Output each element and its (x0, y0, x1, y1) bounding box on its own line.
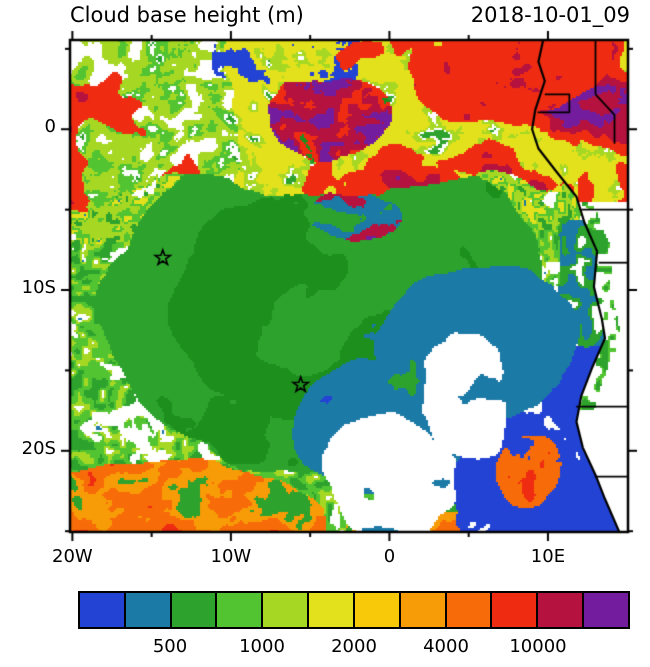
colorbar-tick-label: 500 (152, 636, 188, 657)
colorbar-cell (584, 593, 628, 627)
lon-tick-label: 10W (210, 546, 252, 567)
lat-tick-label: 20S (21, 437, 56, 459)
colorbar-cell (400, 593, 447, 627)
colorbar-cell (80, 593, 126, 627)
colorbar-cell (354, 593, 401, 627)
chart-title: Cloud base height (m) (70, 3, 304, 27)
colorbar-tick-label: 4000 (423, 636, 469, 657)
colorbar-cell (263, 593, 310, 627)
lat-tick-label: 0 (44, 116, 56, 138)
lat-tick-label: 10S (21, 277, 56, 299)
lon-tick-label: 10E (530, 546, 566, 567)
colorbar-tick-label: 2000 (331, 636, 377, 657)
colorbar-cell (125, 593, 172, 627)
map-canvas (0, 28, 650, 548)
colorbar-cell (171, 593, 218, 627)
lon-tick-label: 0 (383, 546, 396, 567)
colorbar-tick-label: 1000 (239, 636, 285, 657)
colorbar-cell (309, 593, 355, 627)
colorbar-cell (538, 593, 585, 627)
lon-tick-label: 20W (52, 546, 93, 567)
colorbar (78, 591, 630, 629)
colorbar-cell (446, 593, 493, 627)
colorbar-tick-label: 10000 (509, 636, 567, 657)
colorbar-cell (217, 593, 264, 627)
chart-datetime: 2018-10-01_09 (470, 3, 630, 27)
colorbar-cell (492, 593, 539, 627)
